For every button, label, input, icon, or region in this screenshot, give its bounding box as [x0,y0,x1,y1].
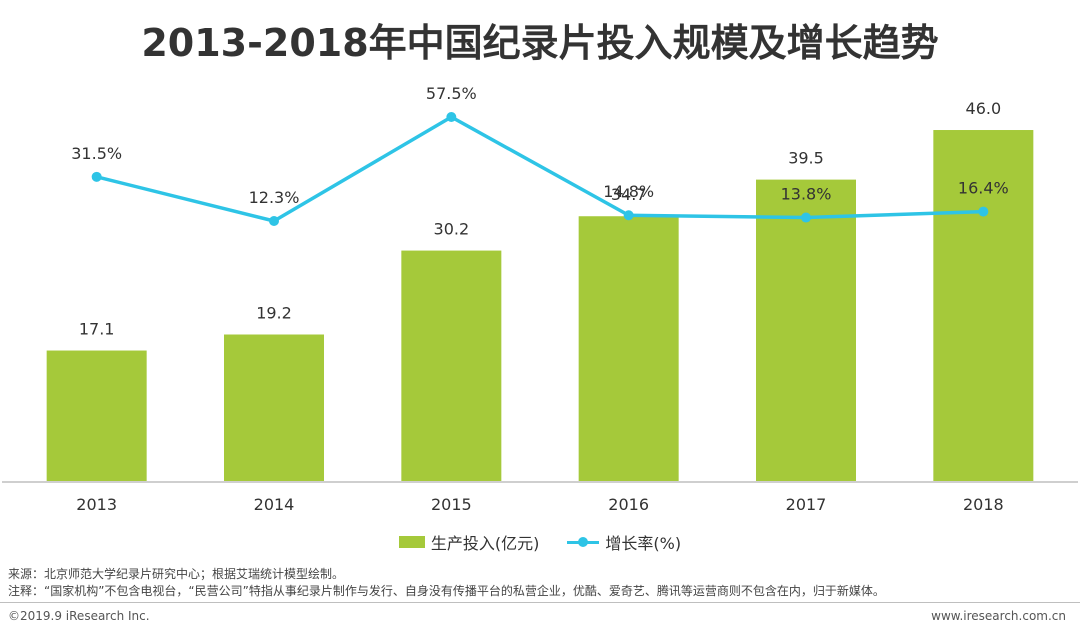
bar-2017 [756,179,856,482]
bar-label-2015: 30.2 [434,220,470,239]
legend-item-line: 增长率(%) [567,530,681,554]
footer-divider [0,602,1080,603]
growth-label-2018: 16.4% [958,179,1009,198]
bar-2013 [46,350,147,481]
growth-label-2014: 12.3% [249,188,300,207]
x-tick-label-2018: 2018 [963,495,1004,514]
growth-point-2018 [978,206,989,217]
growth-rate-line [96,115,984,223]
bar-2015 [401,250,502,481]
source-note: 来源：北京师范大学纪录片研究中心；根据艾瑞统计模型绘制。 [8,567,345,581]
growth-label-2017: 13.8% [781,185,832,204]
legend-line-swatch [567,536,600,548]
growth-label-2013: 31.5% [71,144,122,163]
website-text: www.iresearch.com.cn [931,609,1066,623]
x-tick-label-2015: 2015 [431,495,472,514]
growth-label-2016: 14.8% [603,182,654,201]
legend-item-bar: 生产投入(亿元) [398,530,540,554]
copyright-text: ©2019.9 iResearch Inc. [8,609,150,623]
legend-line-label: 增长率(%) [605,534,682,553]
x-tick-label-2013: 2013 [76,495,117,514]
footnote: 注释：“国家机构”不包含电视台，“民营公司”特指从事纪录片制作与发行、自身没有传… [8,584,885,598]
growth-point-2016 [623,210,634,221]
bar-label-2013: 17.1 [79,320,115,339]
chart-notes: 来源：北京师范大学纪录片研究中心；根据艾瑞统计模型绘制。 注释：“国家机构”不包… [8,566,885,600]
legend-bar-label: 生产投入(亿元) [430,534,540,553]
growth-point-2017 [801,212,811,223]
bar-2018 [933,130,1034,481]
bar-label-2017: 39.5 [788,149,824,168]
legend-bar-swatch [398,536,425,548]
chart-canvas: 17.1 19.2 30.2 34.7 39.5 46.0 2013 2014 2015 2016… [2,84,1078,514]
x-tick-label-2016: 2016 [608,495,649,514]
growth-point-2014 [269,216,279,226]
growth-point-2015 [446,112,457,122]
bar-2016 [578,216,679,481]
x-tick-label-2017: 2017 [786,495,827,514]
chart-legend: 生产投入(亿元) 增长率(%) [0,530,1080,554]
growth-point-2013 [91,171,102,182]
bar-label-2014: 19.2 [256,304,292,323]
bar-label-2016: 34.7 [611,185,647,204]
bar-label-2018: 46.0 [966,99,1002,118]
bar-2014 [224,334,324,481]
chart-title: 2013-2018年中国纪录片投入规模及增长趋势 [141,21,939,65]
x-tick-label-2014: 2014 [254,495,295,514]
growth-label-2015: 57.5% [426,84,477,103]
